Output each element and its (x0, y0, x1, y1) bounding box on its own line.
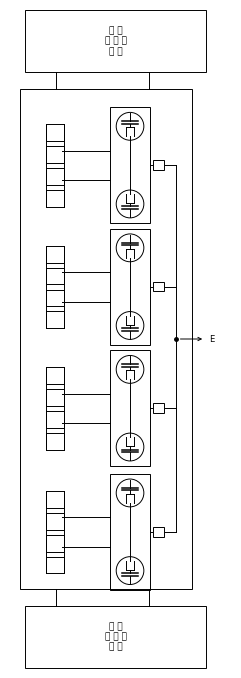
Bar (46, 491, 64, 508)
Bar (46, 124, 64, 141)
Text: 电 化
学 电 层
储 路: 电 化 学 电 层 储 路 (105, 622, 127, 652)
Bar (110, 228, 150, 345)
Bar (46, 535, 64, 551)
Bar (46, 168, 64, 185)
Bar (110, 474, 150, 590)
Bar (153, 161, 164, 170)
Bar (46, 290, 64, 306)
Bar (46, 557, 64, 574)
Bar (25, 10, 206, 73)
Bar (110, 107, 150, 223)
Bar (46, 411, 64, 428)
Bar (110, 350, 150, 466)
Bar (46, 367, 64, 384)
Bar (46, 268, 64, 285)
Text: E: E (209, 334, 214, 344)
Bar (46, 389, 64, 406)
Bar (46, 433, 64, 450)
Bar (20, 89, 192, 589)
Bar (46, 311, 64, 328)
Bar (46, 245, 64, 262)
Bar (46, 146, 64, 163)
Bar (46, 190, 64, 207)
Text: 电 化
学 电 层
储 路: 电 化 学 电 层 储 路 (105, 26, 127, 56)
Bar (153, 527, 164, 536)
Bar (153, 282, 164, 292)
Bar (153, 403, 164, 413)
Bar (46, 513, 64, 530)
Bar (25, 605, 206, 668)
